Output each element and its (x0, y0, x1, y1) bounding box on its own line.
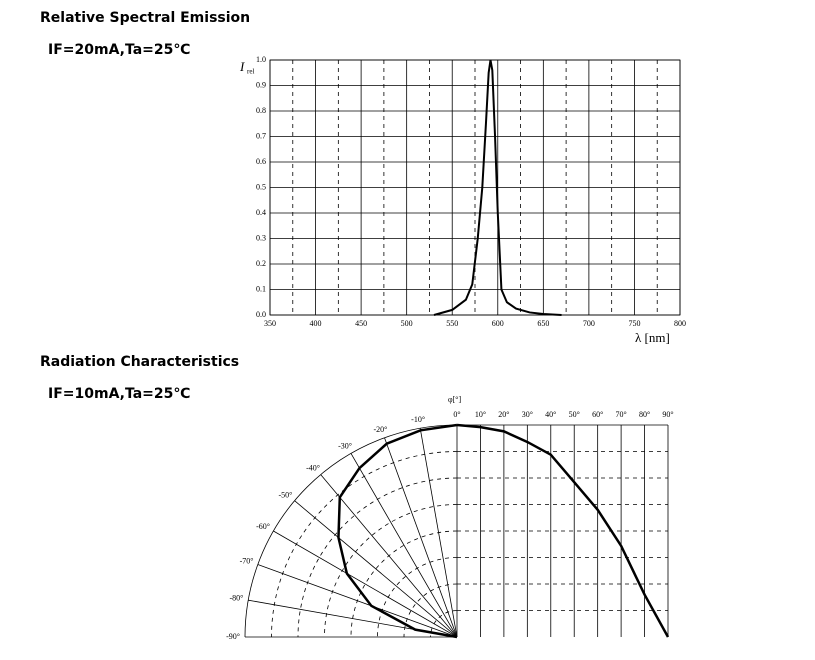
cartesian-curve (456, 423, 670, 638)
x-tick-label: 650 (537, 319, 549, 328)
angle-label: -70° (240, 557, 254, 566)
x-tick-label: 40° (545, 410, 556, 419)
radial-grid-line (273, 530, 458, 638)
angle-label: -50° (278, 490, 292, 499)
x-tick-label: 350 (264, 319, 276, 328)
angle-label: -90° (226, 632, 240, 641)
axis-label: φ[°] (448, 395, 461, 404)
x-tick-label: 80° (639, 410, 650, 419)
y-tick-label: 0.8 (256, 106, 266, 115)
radial-grid-line (419, 428, 458, 638)
angle-label: -60° (256, 522, 270, 531)
y-axis-label: I (239, 59, 245, 74)
radial-grid-line (257, 564, 458, 638)
plot-frame (269, 59, 681, 316)
x-tick-label: 700 (583, 319, 595, 328)
x-tick-label: 20° (498, 410, 509, 419)
angle-label: -30° (338, 441, 352, 450)
x-tick-label: 10° (475, 410, 486, 419)
x-tick-label: 450 (355, 319, 367, 328)
x-tick-label: 400 (310, 319, 322, 328)
angle-label: -10° (411, 415, 425, 424)
radial-grid-line (294, 500, 458, 638)
radial-grid-line (384, 437, 458, 638)
conditions: IF=10mA,Ta=25℃ (48, 386, 190, 402)
x-tick-label: 500 (401, 319, 413, 328)
y-tick-label: 0.1 (256, 284, 266, 293)
polar-arc (244, 424, 458, 638)
x-tick-label: 750 (628, 319, 640, 328)
x-tick-label: 90° (662, 410, 673, 419)
x-tick-label: 600 (492, 319, 504, 328)
polar-arc (350, 530, 458, 638)
section-title: Radiation Characteristics (40, 354, 239, 370)
y-tick-label: 0.7 (256, 131, 266, 140)
radial-grid-line (350, 453, 458, 638)
x-tick-label: 50° (569, 410, 580, 419)
polar-arc (297, 477, 458, 638)
angle-label: -20° (373, 425, 387, 434)
y-tick-label: 0.9 (256, 80, 266, 89)
y-tick-label: 0.3 (256, 233, 266, 242)
section-title: Relative Spectral Emission (40, 10, 250, 26)
y-tick-label: 0.5 (256, 182, 266, 191)
x-tick-label: 60° (592, 410, 603, 419)
x-tick-label: 550 (446, 319, 458, 328)
polar-arc (403, 583, 458, 638)
x-axis-label: λ [nm] (635, 330, 670, 345)
y-tick-label: 0.4 (256, 208, 266, 217)
x-tick-label: 0° (453, 410, 460, 419)
angle-label: -40° (306, 463, 320, 472)
y-tick-label: 0.0 (256, 310, 266, 319)
radial-grid-line (320, 474, 458, 638)
x-tick-label: 30° (522, 410, 533, 419)
spectrum-line (433, 59, 562, 316)
y-tick-label: 1.0 (256, 55, 266, 64)
angle-label: -80° (229, 594, 243, 603)
polar-arc (324, 504, 458, 638)
conditions: IF=20mA,Ta=25℃ (48, 42, 190, 58)
x-tick-label: 70° (616, 410, 627, 419)
y-axis-label-sub: rel (247, 68, 254, 76)
polar-arc (271, 451, 458, 638)
y-tick-label: 0.2 (256, 259, 266, 268)
y-tick-label: 0.6 (256, 157, 266, 166)
polar-curve (337, 423, 458, 639)
x-tick-label: 800 (674, 319, 686, 328)
